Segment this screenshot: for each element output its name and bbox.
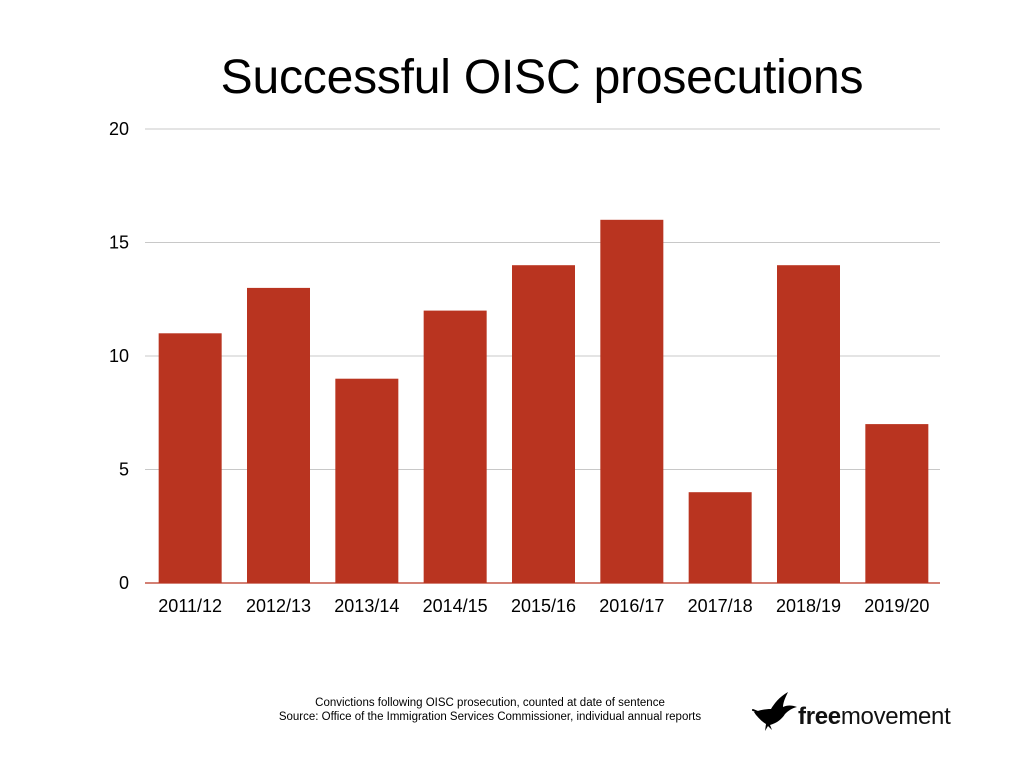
- x-tick-label: 2018/19: [776, 596, 841, 616]
- y-tick-label: 0: [119, 573, 129, 593]
- x-tick-label: 2019/20: [864, 596, 929, 616]
- x-tick-label: 2012/13: [246, 596, 311, 616]
- bar-2011-12: [158, 333, 222, 583]
- bar-2014-15: [423, 310, 487, 583]
- y-tick-label: 15: [109, 233, 129, 253]
- y-tick-label: 10: [109, 346, 129, 366]
- bar-2012-13: [247, 287, 310, 583]
- bar-2018-19: [777, 265, 840, 583]
- footnote-line-1: Convictions following OISC prosecution, …: [315, 697, 665, 709]
- bar-2015-16: [512, 265, 575, 583]
- x-axis-ticks: 2011/12 2012/13 2013/14 2014/15 2015/16 2016/…: [158, 596, 929, 616]
- brand-name-bold: free: [798, 703, 841, 730]
- bar-2013-14: [335, 378, 399, 583]
- y-axis-ticks: 0 5 10 15 20: [109, 119, 129, 593]
- brand-name-rest: movement: [840, 703, 951, 730]
- y-tick-label: 5: [119, 460, 129, 480]
- y-tick-label: 20: [109, 119, 129, 139]
- x-tick-label: 2015/16: [511, 596, 576, 616]
- x-tick-label: 2016/17: [599, 596, 664, 616]
- x-tick-label: 2014/15: [423, 596, 488, 616]
- x-tick-label: 2013/14: [334, 596, 399, 616]
- footnote: Convictions following OISC prosecution, …: [255, 696, 725, 724]
- chart-title: Successful OISC prosecutions: [220, 51, 864, 104]
- bar-2017-18: [688, 492, 752, 583]
- bar-2019-20: [865, 424, 929, 583]
- x-tick-label: 2017/18: [688, 596, 753, 616]
- x-tick-label: 2011/12: [158, 596, 222, 616]
- bird-icon: [752, 692, 797, 731]
- brand-logo: freemovement: [752, 688, 982, 734]
- bars: [158, 219, 929, 584]
- footnote-line-2: Source: Office of the Immigration Servic…: [278, 711, 702, 723]
- bar-2016-17: [600, 219, 664, 584]
- brand-name: freemovement: [798, 703, 951, 730]
